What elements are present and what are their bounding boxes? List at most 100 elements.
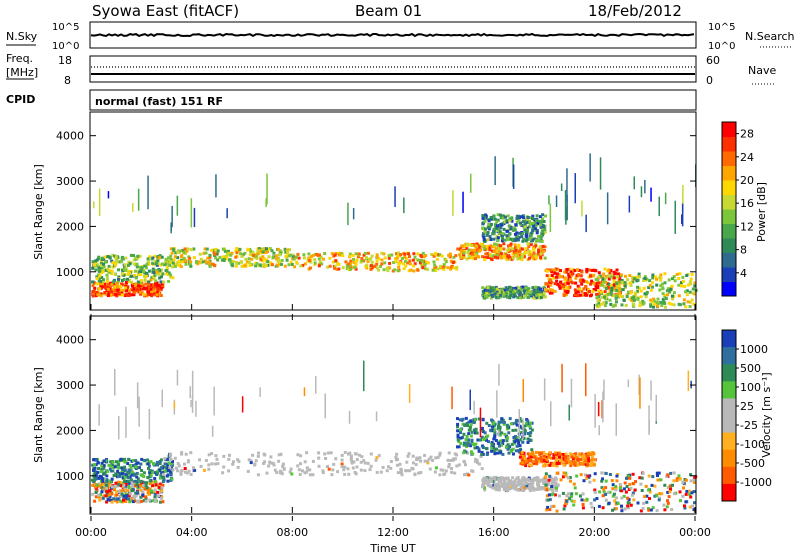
- range-cell: [107, 270, 111, 274]
- range-cell: [379, 470, 383, 474]
- range-cell: [419, 471, 423, 474]
- range-cell: [504, 488, 507, 491]
- range-cell: [397, 265, 401, 269]
- range-cell: [589, 452, 593, 456]
- range-cell: [395, 257, 399, 261]
- range-cell: [111, 465, 115, 469]
- range-streak: [555, 195, 558, 207]
- range-cell: [130, 293, 134, 297]
- range-cell: [126, 462, 130, 465]
- nsearch-axis-bottom: 10^0: [708, 41, 735, 52]
- range-cell: [450, 470, 454, 474]
- range-cell: [569, 274, 573, 278]
- range-cell: [228, 258, 231, 262]
- range-cell: [486, 286, 490, 290]
- range-cell: [341, 266, 345, 270]
- range-cell: [122, 483, 126, 487]
- range-cell: [321, 471, 325, 475]
- range-cell: [529, 421, 533, 425]
- range-cell: [299, 264, 303, 268]
- range-cell: [140, 499, 144, 503]
- range-cell: [464, 463, 467, 467]
- range-cell: [396, 269, 400, 273]
- range-cell: [135, 262, 139, 266]
- range-cell: [208, 264, 212, 268]
- range-cell: [132, 494, 136, 498]
- range-cell: [139, 290, 143, 294]
- range-cell: [429, 455, 433, 459]
- range-cell: [552, 462, 556, 466]
- range-cell: [174, 251, 178, 255]
- range-cell: [485, 291, 489, 295]
- range-cell: [166, 479, 170, 483]
- range-cell: [558, 494, 561, 498]
- range-cell: [492, 230, 496, 234]
- range-cell: [524, 421, 528, 425]
- range-cell: [649, 298, 653, 302]
- range-cell: [555, 455, 559, 459]
- range-cell: [507, 235, 510, 239]
- x-tick-label: 00:00: [679, 526, 711, 539]
- range-cell: [595, 497, 599, 500]
- range-cell: [642, 501, 646, 505]
- range-cell: [523, 428, 526, 432]
- range-cell: [535, 460, 539, 464]
- range-cell: [477, 447, 481, 451]
- range-streak: [594, 393, 596, 428]
- range-cell: [499, 247, 503, 251]
- range-cell: [592, 452, 596, 455]
- range-cell: [607, 282, 611, 286]
- range-cell: [509, 422, 513, 426]
- range-cell: [104, 483, 108, 487]
- range-cell: [114, 292, 118, 296]
- range-cell: [258, 249, 262, 253]
- range-cell: [311, 459, 315, 463]
- range-cell: [498, 244, 502, 248]
- range-cell: [182, 256, 186, 260]
- range-cell: [692, 490, 696, 493]
- range-cell: [99, 262, 103, 265]
- range-cell: [492, 214, 496, 218]
- range-cell: [100, 485, 104, 489]
- range-cell: [399, 253, 403, 257]
- range-streak: [125, 406, 127, 438]
- range-cell: [135, 475, 139, 479]
- range-cell: [538, 223, 542, 227]
- y-tick-label: 2000: [56, 424, 84, 437]
- range-cell: [330, 252, 334, 256]
- range-cell: [532, 247, 536, 251]
- range-cell: [120, 492, 124, 496]
- range-cell: [380, 251, 384, 255]
- range-cell: [117, 268, 120, 272]
- range-cell: [628, 476, 632, 480]
- range-cell: [177, 263, 181, 267]
- range-cell: [518, 246, 522, 250]
- range-cell: [411, 258, 415, 262]
- range-cell: [355, 458, 359, 461]
- range-cell: [151, 261, 155, 265]
- range-cell: [505, 219, 509, 223]
- range-cell: [690, 298, 694, 302]
- range-cell: [107, 463, 111, 467]
- range-cell: [509, 227, 513, 231]
- range-cell: [567, 272, 571, 276]
- range-streak: [615, 403, 617, 436]
- range-cell: [120, 272, 124, 276]
- range-cell: [537, 238, 541, 242]
- range-streak: [561, 363, 563, 393]
- range-cell: [599, 290, 603, 294]
- range-cell: [211, 262, 215, 266]
- range-cell: [502, 254, 506, 258]
- range-cell: [610, 288, 614, 292]
- range-cell: [416, 268, 420, 272]
- range-cell: [153, 284, 157, 288]
- range-cell: [137, 500, 141, 504]
- range-cell: [597, 301, 601, 305]
- velocity-colorbar-swatch: [722, 449, 736, 468]
- range-cell: [528, 426, 532, 430]
- range-cell: [383, 261, 387, 265]
- range-cell: [577, 458, 581, 462]
- range-cell: [282, 467, 286, 471]
- range-cell: [530, 238, 534, 242]
- range-cell: [123, 494, 126, 498]
